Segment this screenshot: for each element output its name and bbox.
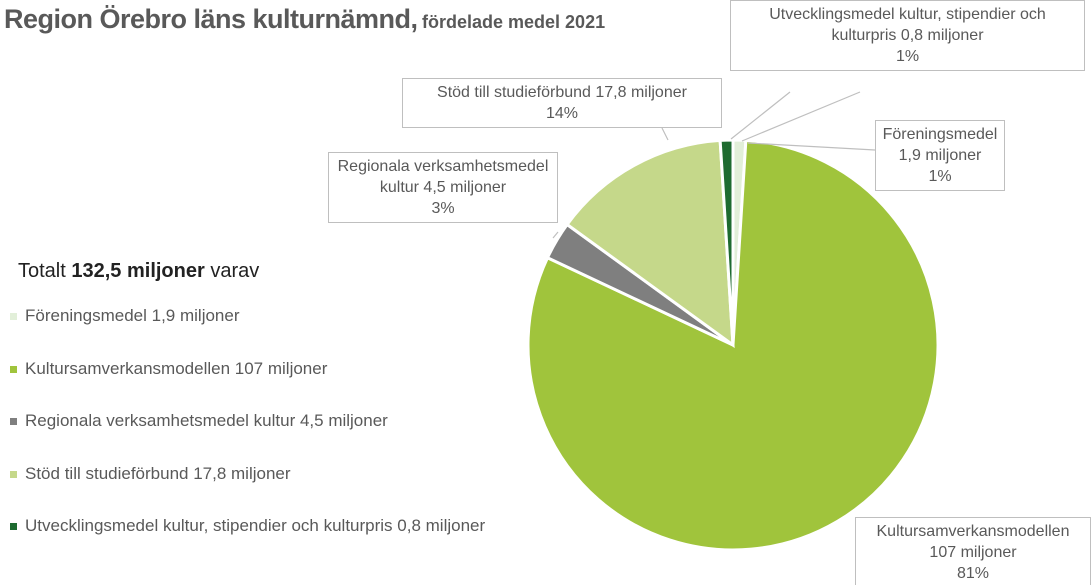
data-label-name: Kultursamverkansmodellen 107 miljoner — [876, 523, 1070, 561]
leader-line — [741, 91, 861, 142]
legend-swatch — [10, 523, 17, 530]
legend: Föreningsmedel 1,9 miljoner Kultursamverk… — [10, 306, 485, 569]
total: Totalt 132,5 miljoner varav — [18, 260, 259, 283]
legend-swatch — [10, 365, 17, 373]
total-prefix: Totalt — [18, 260, 66, 282]
leader-line — [747, 142, 876, 151]
leader-line — [552, 231, 559, 239]
chart-title: Region Örebro läns kulturnämnd, — [4, 4, 418, 34]
legend-swatch — [10, 470, 17, 478]
legend-label: Utvecklingsmedel kultur, stipendier och … — [25, 516, 486, 535]
data-label-value: 14% — [545, 105, 579, 122]
data-label-name: Utvecklingsmedel kultur, stipendier och … — [769, 6, 1046, 44]
data-label-value: 3% — [431, 200, 455, 217]
data-label-name: Regionala verksamhetsmedel kultur 4,5 mi… — [337, 158, 549, 196]
leader-line — [730, 91, 791, 140]
pie-slice — [565, 138, 735, 349]
legend-label: Föreningsmedel 1,9 miljoner — [25, 306, 240, 325]
data-label-value: 81% — [956, 565, 990, 582]
legend-swatch — [10, 418, 17, 425]
data-label-name: Föreningsmedel 1,9 miljoner — [882, 126, 998, 164]
legend-item: Kultursamverkansmodellen 107 miljoner — [10, 359, 485, 412]
data-label: Föreningsmedel 1,9 miljoner 1% — [875, 120, 1005, 191]
legend-item: Stöd till studieförbund 17,8 miljoner — [10, 464, 485, 517]
legend-label: Stöd till studieförbund 17,8 miljoner — [25, 463, 291, 483]
legend-item: Utvecklingsmedel kultur, stipendier och … — [10, 516, 485, 569]
data-label: Kultursamverkansmodellen 107 miljoner 81% — [855, 517, 1091, 585]
data-label: Regionala verksamhetsmedel kultur 4,5 mi… — [328, 152, 558, 223]
data-label-name: Stöd till studieförbund 17,8 miljoner — [437, 84, 687, 101]
data-label-value: 1% — [928, 168, 952, 185]
total-suffix: varav — [210, 260, 260, 282]
title-block: Region Örebro läns kulturnämnd, fördelad… — [4, 4, 605, 35]
chart-subtitle: fördelade medel 2021 — [422, 12, 606, 32]
legend-item: Regionala verksamhetsmedel kultur 4,5 mi… — [10, 411, 485, 464]
data-label-value: 1% — [895, 48, 920, 65]
pie-slice — [718, 138, 735, 346]
legend-label: Kultursamverkansmodellen 107 miljoner — [25, 358, 328, 378]
data-label: Stöd till studieförbund 17,8 miljoner 14% — [402, 78, 722, 128]
data-label: Utvecklingsmedel kultur, stipendier och … — [730, 0, 1085, 71]
legend-label: Regionala verksamhetsmedel kultur 4,5 mi… — [25, 411, 388, 430]
legend-item: Föreningsmedel 1,9 miljoner — [10, 306, 485, 359]
total-amount: 132,5 miljoner — [71, 260, 205, 282]
legend-swatch — [10, 313, 17, 320]
leader-line — [661, 127, 669, 141]
